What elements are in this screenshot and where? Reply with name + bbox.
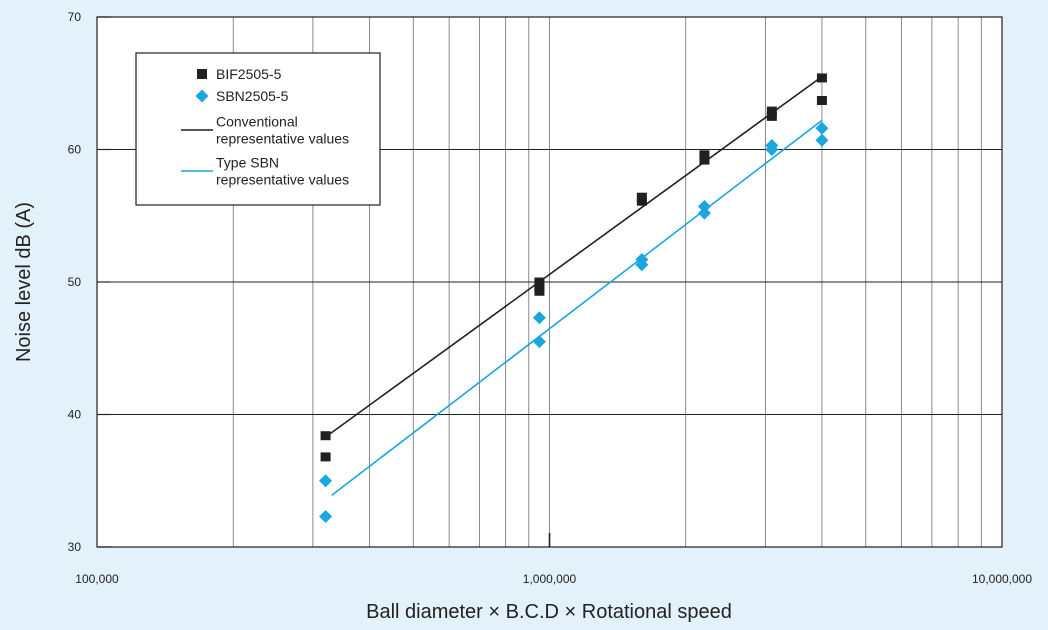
y-tick-labels: 30 40 50 60 70 [68, 10, 82, 554]
data-point-bif2505-5 [766, 111, 777, 121]
data-point-bif2505-5 [534, 286, 545, 296]
legend: BIF2505-5 SBN2505-5 Conventional representa… [135, 52, 381, 206]
x-tick-label: 10,000,000 [972, 572, 1032, 586]
y-tick-label: 40 [68, 408, 82, 422]
legend-label: BIF2505-5 [216, 66, 282, 82]
y-axis-title: Noise level dB (A) [13, 202, 35, 362]
y-tick-label: 50 [68, 275, 82, 289]
data-point-bif2505-5 [699, 150, 710, 160]
data-point-bif2505-5 [534, 277, 545, 287]
legend-label: SBN2505-5 [216, 88, 289, 104]
data-point-sbn2505-5 [697, 206, 711, 220]
data-point-bif2505-5 [699, 155, 710, 165]
data-point-sbn2505-5 [815, 133, 829, 147]
x-tick-label: 100,000 [75, 572, 119, 586]
data-point-sbn2505-5 [815, 121, 829, 135]
y-tick-label: 60 [68, 143, 82, 157]
series-line-2 [325, 75, 823, 438]
legend-marker-square [197, 69, 207, 79]
series-points [319, 73, 829, 524]
data-point-sbn2505-5 [635, 258, 649, 272]
data-point-bif2505-5 [320, 431, 331, 441]
series-lines [325, 75, 823, 496]
x-tick-label: 1,000,000 [523, 572, 577, 586]
x-tick-labels: 100,000 1,000,000 10,000,000 [75, 572, 1032, 586]
legend-marker-diamond [195, 89, 209, 103]
x-axis-title: Ball diameter × B.C.D × Rotational speed [366, 601, 732, 623]
series-line-3 [331, 119, 823, 496]
data-point-bif2505-5 [766, 106, 777, 116]
data-point-sbn2505-5 [765, 143, 779, 156]
data-point-sbn2505-5 [532, 311, 546, 325]
data-point-bif2505-5 [816, 95, 827, 105]
data-point-sbn2505-5 [532, 335, 546, 349]
legend-box [135, 52, 381, 206]
legend-label: Conventional representative values [216, 114, 349, 147]
data-point-sbn2505-5 [319, 510, 333, 524]
data-point-sbn2505-5 [697, 199, 711, 213]
data-point-bif2505-5 [816, 73, 827, 83]
plot-frame [96, 16, 1003, 548]
y-tick-label: 70 [68, 10, 82, 24]
y-tick-label: 30 [68, 540, 82, 554]
legend-label: Type SBN representative values [216, 155, 349, 188]
data-point-sbn2505-5 [319, 474, 333, 488]
data-point-bif2505-5 [320, 452, 331, 462]
data-point-bif2505-5 [636, 196, 647, 206]
